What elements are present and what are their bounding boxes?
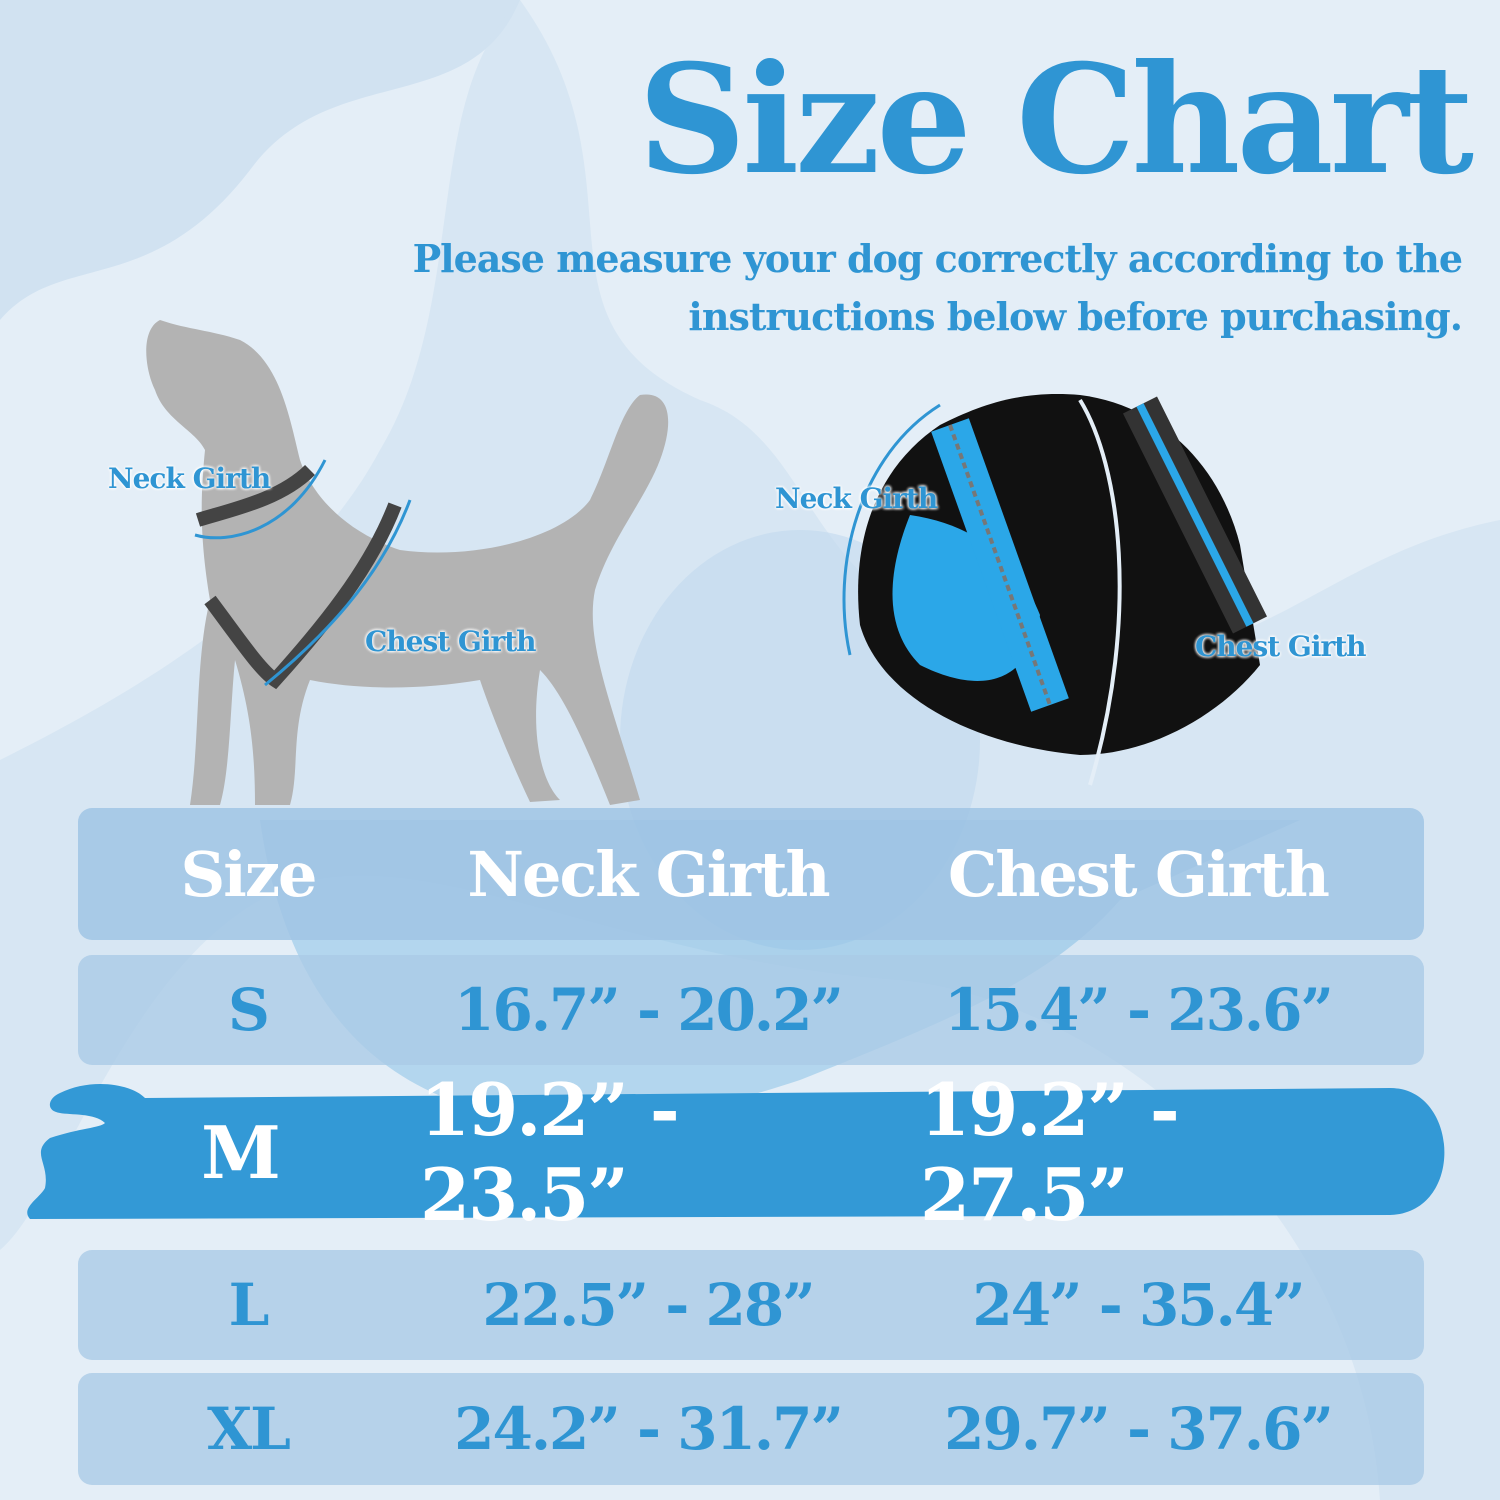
chest-cell: 19.2” - 27.5” [920,1067,1180,1237]
harness-image [842,394,1267,786]
chest-cell: 29.7” - 37.6” [944,1395,1334,1463]
table-header-row: Size Neck Girth Chest Girth [78,808,1424,940]
dog-neck-girth-label: Neck Girth [108,462,271,495]
header-size: Size [180,837,318,911]
page-title: Size Chart [637,32,1474,208]
neck-cell: 19.2” - 23.5” [420,1067,680,1237]
neck-cell: 16.7” - 20.2” [454,976,844,1044]
table-row-m-highlighted: M 19.2” - 23.5” 19.2” - 27.5” [20,1067,1458,1237]
neck-cell: 24.2” - 31.7” [454,1395,844,1463]
chest-cell: 24” - 35.4” [972,1271,1305,1339]
size-cell: S [228,976,270,1044]
dog-silhouette [146,320,669,805]
header-chest-girth: Chest Girth [948,837,1330,911]
harness-chest-girth-label: Chest Girth [1195,630,1366,663]
table-row-xl: XL 24.2” - 31.7” 29.7” - 37.6” [78,1373,1424,1485]
harness-neck-girth-label: Neck Girth [775,482,938,515]
table-row-s: S 16.7” - 20.2” 15.4” - 23.6” [78,955,1424,1065]
neck-cell: 22.5” - 28” [482,1271,815,1339]
dog-chest-girth-label: Chest Girth [365,625,536,658]
highlight-band-dog-head [27,1083,1445,1219]
size-cell: XL [207,1395,291,1463]
chest-cell: 15.4” - 23.6” [944,976,1334,1044]
size-cell: M [201,1109,281,1195]
subtitle-line-2: instructions below before purchasing. [688,294,1463,339]
table-row-l: L 22.5” - 28” 24” - 35.4” [78,1250,1424,1360]
size-cell: L [228,1271,270,1339]
header-neck-girth: Neck Girth [467,837,830,911]
subtitle-line-1: Please measure your dog correctly accord… [412,236,1463,281]
